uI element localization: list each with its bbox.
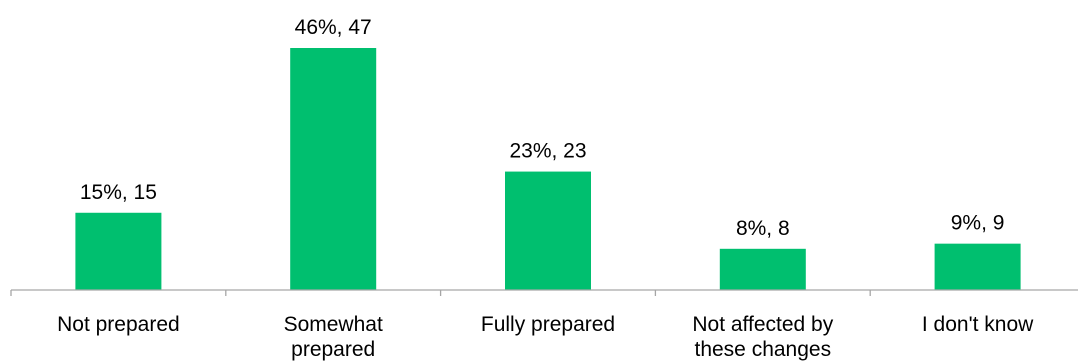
category-label-line: Not prepared — [57, 313, 180, 336]
category-label: Fully prepared — [481, 313, 615, 336]
bar — [290, 48, 377, 290]
data-labels-group: 15%, 15 46%, 47 23%, 23 8%, 8 9%, 9 — [80, 16, 1005, 240]
category-label-line: prepared — [291, 338, 375, 361]
bar — [505, 171, 591, 290]
x-axis-ticks-group — [10, 290, 871, 296]
bar — [719, 248, 806, 290]
category-label-line: Fully prepared — [481, 313, 615, 336]
data-label: 46%, 47 — [295, 16, 372, 39]
category-label-line: Somewhat — [284, 313, 383, 336]
category-label-line: Not affected by — [692, 313, 833, 336]
bar — [934, 243, 1021, 290]
category-label: Not affected by these changes — [692, 313, 833, 361]
category-label-line: these changes — [694, 338, 831, 361]
data-label: 9%, 9 — [951, 212, 1005, 235]
category-label: Somewhat prepared — [284, 313, 383, 361]
category-label: Not prepared — [57, 313, 180, 336]
category-labels-group: Not prepared Somewhat prepared Fully prepar… — [57, 313, 1034, 361]
data-label: 15%, 15 — [80, 181, 157, 204]
category-label-line: I don't know — [922, 313, 1034, 336]
category-label: I don't know — [922, 313, 1034, 336]
bars-group — [75, 48, 1021, 290]
data-label: 8%, 8 — [736, 217, 790, 240]
bar — [75, 212, 162, 290]
data-label: 23%, 23 — [509, 140, 586, 163]
